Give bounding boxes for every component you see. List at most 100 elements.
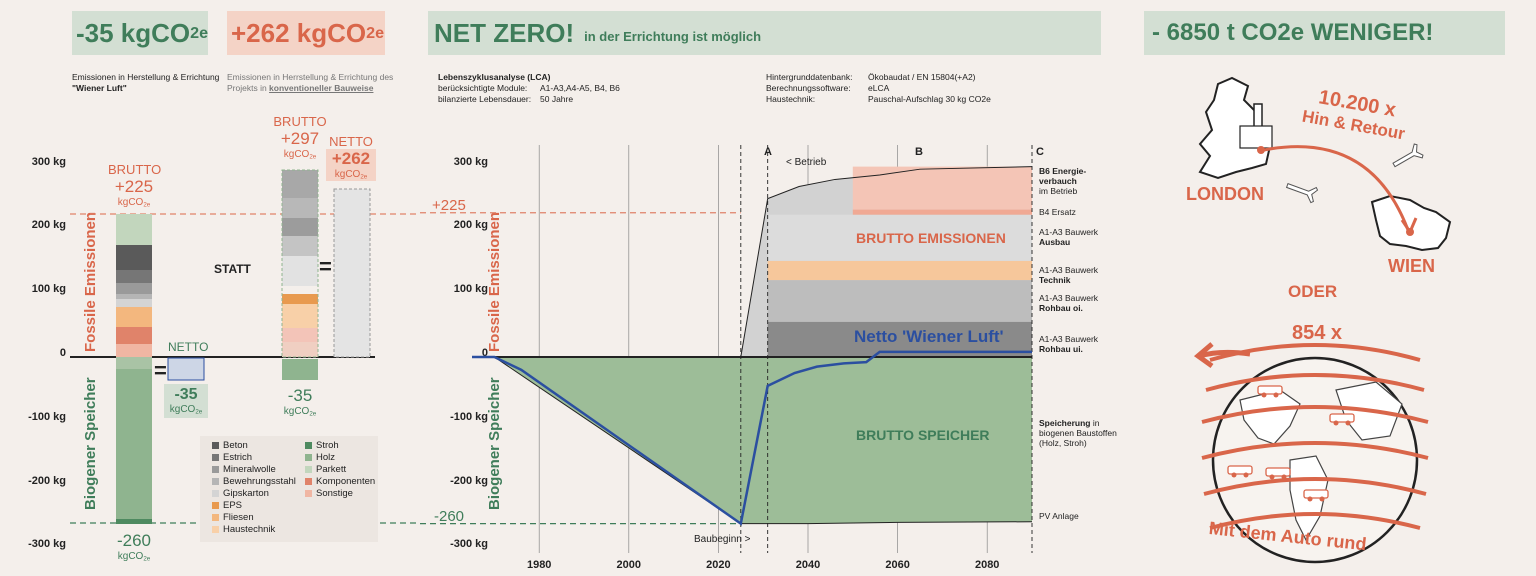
line-netto-wiener-luft xyxy=(472,350,1032,526)
header-box-netzero: NET ZERO! in der Errichtung ist möglich xyxy=(428,11,1101,55)
seg-mineralwolle xyxy=(282,218,318,236)
timeline-chart: 300 kg 200 kg 100 kg 0 -100 kg -200 kg -… xyxy=(420,0,1140,576)
legend-item: Estrich xyxy=(212,452,252,463)
seg-stahl xyxy=(282,236,318,256)
lca-info-left: Lebenszyklusanalyse (LCA) berücksichtigt… xyxy=(438,72,620,104)
x-tick-label: 1980 xyxy=(527,559,551,571)
seg-estrich xyxy=(116,270,152,283)
seg-beton xyxy=(282,170,318,198)
car-icon xyxy=(1265,467,1291,480)
seg-gipskarton xyxy=(116,299,152,307)
right-label-ausbau: A1-A3 Bauwerk Ausbau xyxy=(1039,227,1099,247)
legend-item: Haustechnik xyxy=(212,524,275,535)
area-brutto-speicher xyxy=(472,357,1032,524)
legend-item: Bewehrungsstahl xyxy=(212,476,296,487)
timeline-svg: 1980 2000 2020 2040 2060 2080 xyxy=(420,145,1033,571)
band-rohbau-oi xyxy=(767,280,1032,322)
seg-komponenten xyxy=(116,327,152,344)
x-tick-label: 2040 xyxy=(796,559,820,571)
brutto-label-konv: BRUTTO +297 kgCO2e xyxy=(273,114,327,161)
left-ytick: -200 kg xyxy=(28,475,66,487)
legend: Beton Estrich Mineralwolle Bewehrungssta… xyxy=(200,436,378,542)
seg-parkett xyxy=(116,214,152,245)
legend-netto-wiener-luft: Netto 'Wiener Luft' xyxy=(854,327,1004,346)
flight-arc xyxy=(1263,145,1410,231)
car-icon xyxy=(1227,465,1253,478)
rounds-count: 854 x xyxy=(1292,322,1343,344)
phase-label-c: C xyxy=(1036,146,1044,158)
seg-stahl xyxy=(116,294,152,299)
right-label-speicherung: Speicherung in biogenen Baustoffen (Holz… xyxy=(1039,418,1117,448)
mid-ytick: 300 kg xyxy=(453,156,488,168)
illustration-svg xyxy=(1193,76,1452,564)
phase-label-a: A xyxy=(764,146,772,158)
orbit-band xyxy=(1203,477,1427,496)
line-brutto-emissionen xyxy=(740,166,1033,358)
seg-gipskarton xyxy=(282,256,318,286)
bar-konventionell xyxy=(281,169,319,380)
netzero-subtitle: in der Errichtung ist möglich xyxy=(584,28,762,44)
wien-label: WIEN xyxy=(1388,256,1435,276)
band-b6-energie xyxy=(852,166,1032,210)
seg-fliesen xyxy=(116,307,152,327)
weniger-title: - 6850 t CO2e WENIGER! xyxy=(1152,19,1434,46)
seg-holz-small xyxy=(282,359,318,380)
betrieb-label: < Betrieb xyxy=(786,157,827,168)
right-label-rohbau-ui: A1-A3 Bauwerk Rohbau ui. xyxy=(1039,334,1099,354)
left-ytick: -300 kg xyxy=(28,538,66,550)
legend-item: Komponenten xyxy=(305,476,375,487)
caption-wiener-luft: Emissionen in Herstellung & Errichtung "… xyxy=(72,72,220,93)
bar-wiener-luft xyxy=(116,214,152,524)
band-technik xyxy=(767,260,1032,281)
legend-item: Holz xyxy=(305,452,335,463)
seg-holz xyxy=(116,369,152,519)
seg-sonstige xyxy=(116,344,152,357)
left-ytick: 300 kg xyxy=(31,156,66,168)
netto-label-konv: NETTO +262 kgCO2e xyxy=(326,134,376,181)
bar-konv-outline xyxy=(281,169,319,358)
area-label-brutto-emissionen: BRUTTO EMISSIONEN xyxy=(856,230,1006,246)
mid-ytick: 100 kg xyxy=(453,283,488,295)
header-box-netto: -35 kgCO 2e xyxy=(72,11,208,55)
right-label-b6: B6 Energie- verbauch im Betrieb xyxy=(1039,166,1087,196)
seg-fliesen xyxy=(282,304,318,328)
right-label-pv: PV Anlage xyxy=(1039,511,1079,521)
legend-item: Parkett xyxy=(305,464,346,475)
netto-box-left xyxy=(167,357,205,381)
seg-holz-bio xyxy=(116,357,152,369)
band-b4-ersatz xyxy=(852,209,1032,215)
legend-item: Stroh xyxy=(305,440,339,451)
header-box-weniger: - 6850 t CO2e WENIGER! xyxy=(1144,11,1505,55)
seg-haustechnik xyxy=(282,328,318,342)
arrow-head-icon xyxy=(1400,217,1418,236)
mid-ytick: 0 xyxy=(481,347,488,359)
marker-minus260: -260 xyxy=(434,508,465,525)
car-icon xyxy=(1257,385,1283,398)
header-netto-value: -35 kgCO xyxy=(76,17,191,48)
seg-sonstige xyxy=(282,342,318,357)
legend-item: Sonstige xyxy=(305,488,353,499)
header-box-brutto: +262 kgCO 2e xyxy=(227,11,385,55)
orbit-band xyxy=(1201,405,1429,424)
mid-ytick: -300 kg xyxy=(450,538,488,550)
statt-label: STATT xyxy=(214,262,251,276)
netto-label-left: NETTO xyxy=(168,340,209,354)
seg-stroh xyxy=(116,519,152,524)
netto-bar-konventionell xyxy=(333,188,371,358)
seg-mineralwolle xyxy=(116,283,152,294)
x-tick-label: 2080 xyxy=(975,559,999,571)
marker-plus225: +225 xyxy=(432,197,466,214)
orbit-arrow xyxy=(1199,349,1251,359)
caption-konventionell: Emissionen in Herrstellung & Errichtung … xyxy=(227,72,394,93)
legend-item: Mineralwolle xyxy=(212,464,276,475)
seg-estrich xyxy=(282,198,318,218)
band-ausbau xyxy=(767,214,1032,261)
plane-icon xyxy=(1392,143,1424,168)
netzero-title: NET ZERO! xyxy=(434,17,575,48)
phase-label-b: B xyxy=(915,146,923,158)
lca-title: Lebenszyklusanalyse (LCA) xyxy=(438,72,551,82)
legend-item: Gipskarton xyxy=(212,488,269,499)
car-icon xyxy=(1329,413,1355,426)
orbit-band xyxy=(1209,512,1421,530)
right-label-technik: A1-A3 Bauwerk Technik xyxy=(1039,265,1099,285)
